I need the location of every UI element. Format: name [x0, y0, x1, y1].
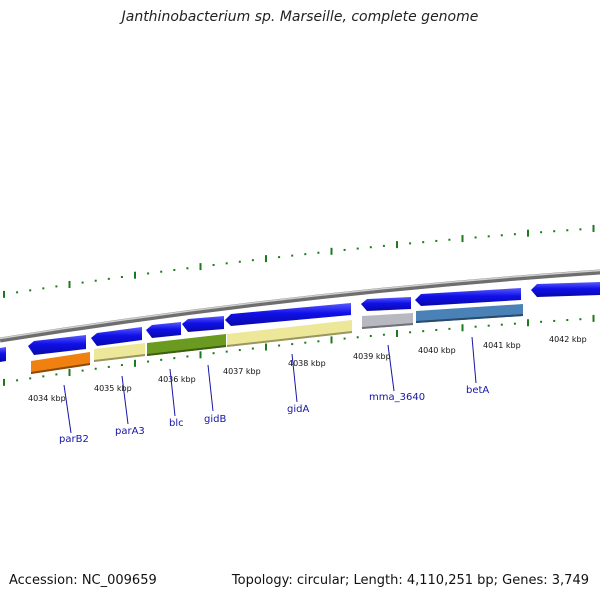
gene-block-gidA[interactable] — [227, 320, 352, 347]
genome-backbone — [0, 269, 600, 343]
leader-line — [207, 364, 214, 412]
gene-label-parA3[interactable]: parA3 — [115, 426, 145, 437]
gene-label-gidB[interactable]: gidB — [204, 414, 226, 425]
gene-label-betA[interactable]: betA — [466, 385, 489, 396]
kbp-tick-label: 4041 kbp — [483, 341, 521, 350]
gene-label-parB2[interactable]: parB2 — [59, 434, 89, 445]
genome-summary-text: Topology: circular; Length: 4,110,251 bp… — [231, 573, 589, 588]
kbp-tick-label: 4034 kbp — [28, 394, 66, 403]
gene-arrow-forward[interactable] — [531, 282, 600, 297]
gene-label-mma_3640[interactable]: mma_3640 — [369, 392, 425, 403]
leader-line — [471, 336, 477, 384]
leader-line — [169, 368, 176, 417]
leader-line — [63, 384, 72, 434]
gene-block-blc[interactable] — [147, 334, 226, 356]
leader-line — [387, 344, 395, 392]
gene-arrow-forward[interactable] — [0, 347, 6, 362]
kbp-tick-label: 4038 kbp — [288, 359, 326, 368]
gene-arrow-forward[interactable] — [91, 327, 142, 346]
gene-arrow-forward[interactable] — [146, 322, 181, 338]
kbp-tick-label: 4039 kbp — [353, 352, 391, 361]
gene-block-shadow — [362, 323, 413, 329]
gene-block-shadow — [94, 354, 145, 362]
forward-strand-genes — [0, 282, 600, 362]
accession-text: Accession: NC_009659 — [9, 573, 157, 588]
leader-line — [121, 375, 129, 425]
gene-label-gidA[interactable]: gidA — [287, 404, 309, 415]
gene-labels: parB2 parA3 blc gidB gidA mma_3640 betA — [59, 385, 489, 445]
gene-arrow-forward[interactable] — [225, 303, 351, 326]
gene-label-blc[interactable]: blc — [169, 418, 184, 429]
kbp-tick-label: 4036 kbp — [158, 375, 196, 384]
gene-arrow-forward[interactable] — [28, 335, 86, 355]
gene-block-shadow — [227, 331, 352, 347]
outer-tick-ring — [3, 224, 595, 298]
leader-line — [291, 353, 298, 403]
genome-backbone-highlight — [0, 269, 600, 340]
kbp-tick-label: 4042 kbp — [549, 335, 587, 344]
gene-arrow-forward[interactable] — [415, 288, 521, 306]
map-title: Janthinobacterium sp. Marseille, complet… — [121, 9, 479, 25]
kbp-tick-label: 4040 kbp — [418, 346, 456, 355]
gene-arrow-forward[interactable] — [182, 316, 224, 332]
kbp-tick-label: 4035 kbp — [94, 384, 132, 393]
gene-block-betA[interactable] — [416, 304, 523, 323]
gene-block-parB2[interactable] — [31, 352, 90, 374]
gene-block-shadow — [147, 345, 226, 356]
gene-block-shadow — [416, 314, 523, 323]
gene-label-leaders — [63, 336, 477, 434]
gene-blocks — [31, 304, 523, 374]
gene-arrow-forward[interactable] — [361, 297, 411, 311]
inner-tick-ring — [3, 314, 595, 386]
kbp-tick-label: 4037 kbp — [223, 367, 261, 376]
kbp-tick-labels: 4034 kbp 4035 kbp 4036 kbp 4037 kbp 4038… — [28, 335, 587, 403]
gene-block-shadow — [31, 363, 90, 374]
